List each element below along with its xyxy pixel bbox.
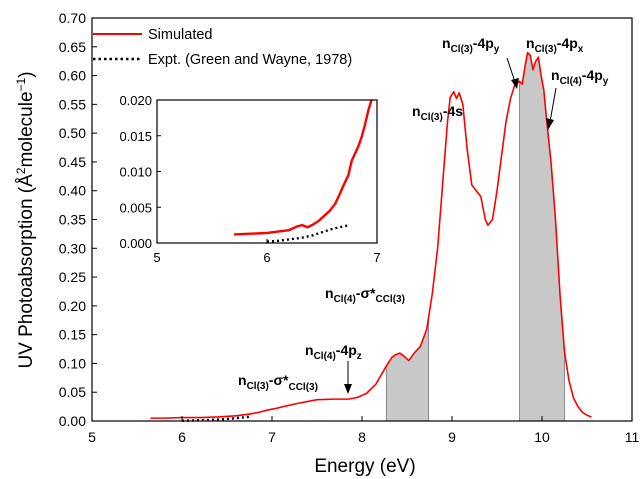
x-axis-title: Energy (eV)	[314, 456, 415, 477]
y-axis-title: UV Photoabsorption (Å2molecule−1)	[14, 71, 37, 368]
y-tick-label: 0.70	[59, 10, 86, 26]
annotation-ncl3-4s: nCl(3)-4s	[412, 103, 463, 123]
inset-x-tick-label: 7	[373, 250, 380, 265]
y-tick-label: 0.05	[59, 384, 86, 400]
inset-y-tick-label: 0.005	[119, 200, 152, 215]
annotation-arrowhead-4py-cl4	[546, 118, 554, 130]
main-plot-area: 5 6 7 8 9 10 11 0.00 0.05 0.10 0.15 0.20 0.25 0.30 0.3…	[59, 10, 640, 445]
legend: Simulated Expt. (Green and Wayne, 1978)	[93, 27, 352, 68]
y-tick-label: 0.55	[59, 96, 86, 112]
inset-x-tick-label: 5	[153, 250, 160, 265]
shaded-region-1	[385, 317, 430, 422]
annotation-arrow-4py-cl3	[506, 57, 516, 83]
annotation-ncl3-4py: nCl(3)-4py	[442, 35, 500, 55]
y-tick-label: 0.25	[59, 269, 86, 285]
inset-y-tick-label: 0.020	[119, 93, 152, 108]
inset-y-tick-label: 0.010	[119, 165, 152, 180]
y-tick-label: 0.45	[59, 154, 86, 170]
main-axis-ticks: 5 6 7 8 9 10 11 0.00 0.05 0.10 0.15 0.20 0.25 0.30 0.3…	[59, 10, 640, 445]
annotation-ncl3-sigma-ccl3: nCl(3)-σ*CCl(3)	[238, 372, 318, 393]
y-tick-label: 0.50	[59, 125, 86, 141]
annotation-ncl4-4pz: nCl(4)-4pz	[305, 342, 362, 362]
x-tick-label: 8	[358, 429, 366, 445]
experiment-series-line	[181, 415, 250, 422]
annotation-arrowhead-4pz	[344, 384, 352, 394]
inset-y-tick-label: 0.015	[119, 129, 152, 144]
y-tick-label: 0.20	[59, 298, 86, 314]
inset-experiment-line	[266, 223, 350, 243]
x-tick-label: 10	[534, 429, 550, 445]
y-tick-label: 0.30	[59, 240, 86, 256]
shaded-region-2	[519, 51, 565, 422]
y-tick-label: 0.35	[59, 212, 86, 228]
y-tick-label: 0.15	[59, 327, 86, 343]
y-tick-label: 0.65	[59, 39, 86, 55]
annotation-ncl4-sigma-ccl3: nCl(4)-σ*CCl(3)	[325, 285, 405, 305]
x-tick-label: 9	[448, 429, 456, 445]
y-tick-label: 0.00	[59, 413, 86, 429]
inset-y-tick-label: 0.000	[119, 236, 152, 251]
inset-x-tick-label: 6	[263, 250, 270, 265]
inset-plot-area: 5 6 7 0.000 0.005 0.010 0.015 0.020	[119, 93, 380, 265]
annotations: nCl(3)-σ*CCl(3) nCl(4)-4pz nCl(4)-σ*CCl(…	[238, 35, 609, 394]
legend-experiment-label: Expt. (Green and Wayne, 1978)	[148, 52, 352, 68]
annotation-arrowhead-4py-cl3	[511, 78, 519, 89]
x-tick-label: 11	[625, 429, 640, 445]
x-tick-label: 6	[178, 429, 186, 445]
y-tick-label: 0.60	[59, 68, 86, 84]
x-tick-label: 5	[88, 429, 96, 445]
inset-background	[157, 100, 377, 243]
y-tick-label: 0.40	[59, 183, 86, 199]
x-tick-label: 7	[268, 429, 276, 445]
annotation-arrow-4py-cl4	[549, 87, 557, 123]
y-tick-label: 0.10	[59, 355, 86, 371]
annotation-ncl3-4px: nCl(3)-4px	[526, 35, 584, 55]
legend-simulated-label: Simulated	[148, 27, 212, 43]
simulated-series-line	[150, 51, 592, 419]
inset-simulated-line	[233, 99, 373, 236]
main-series-lines	[150, 51, 592, 422]
inset-axis-ticks: 5 6 7 0.000 0.005 0.010 0.015 0.020	[119, 93, 380, 265]
inset-series-lines	[233, 99, 373, 243]
annotation-ncl4-4py: nCl(4)-4py	[551, 67, 609, 87]
